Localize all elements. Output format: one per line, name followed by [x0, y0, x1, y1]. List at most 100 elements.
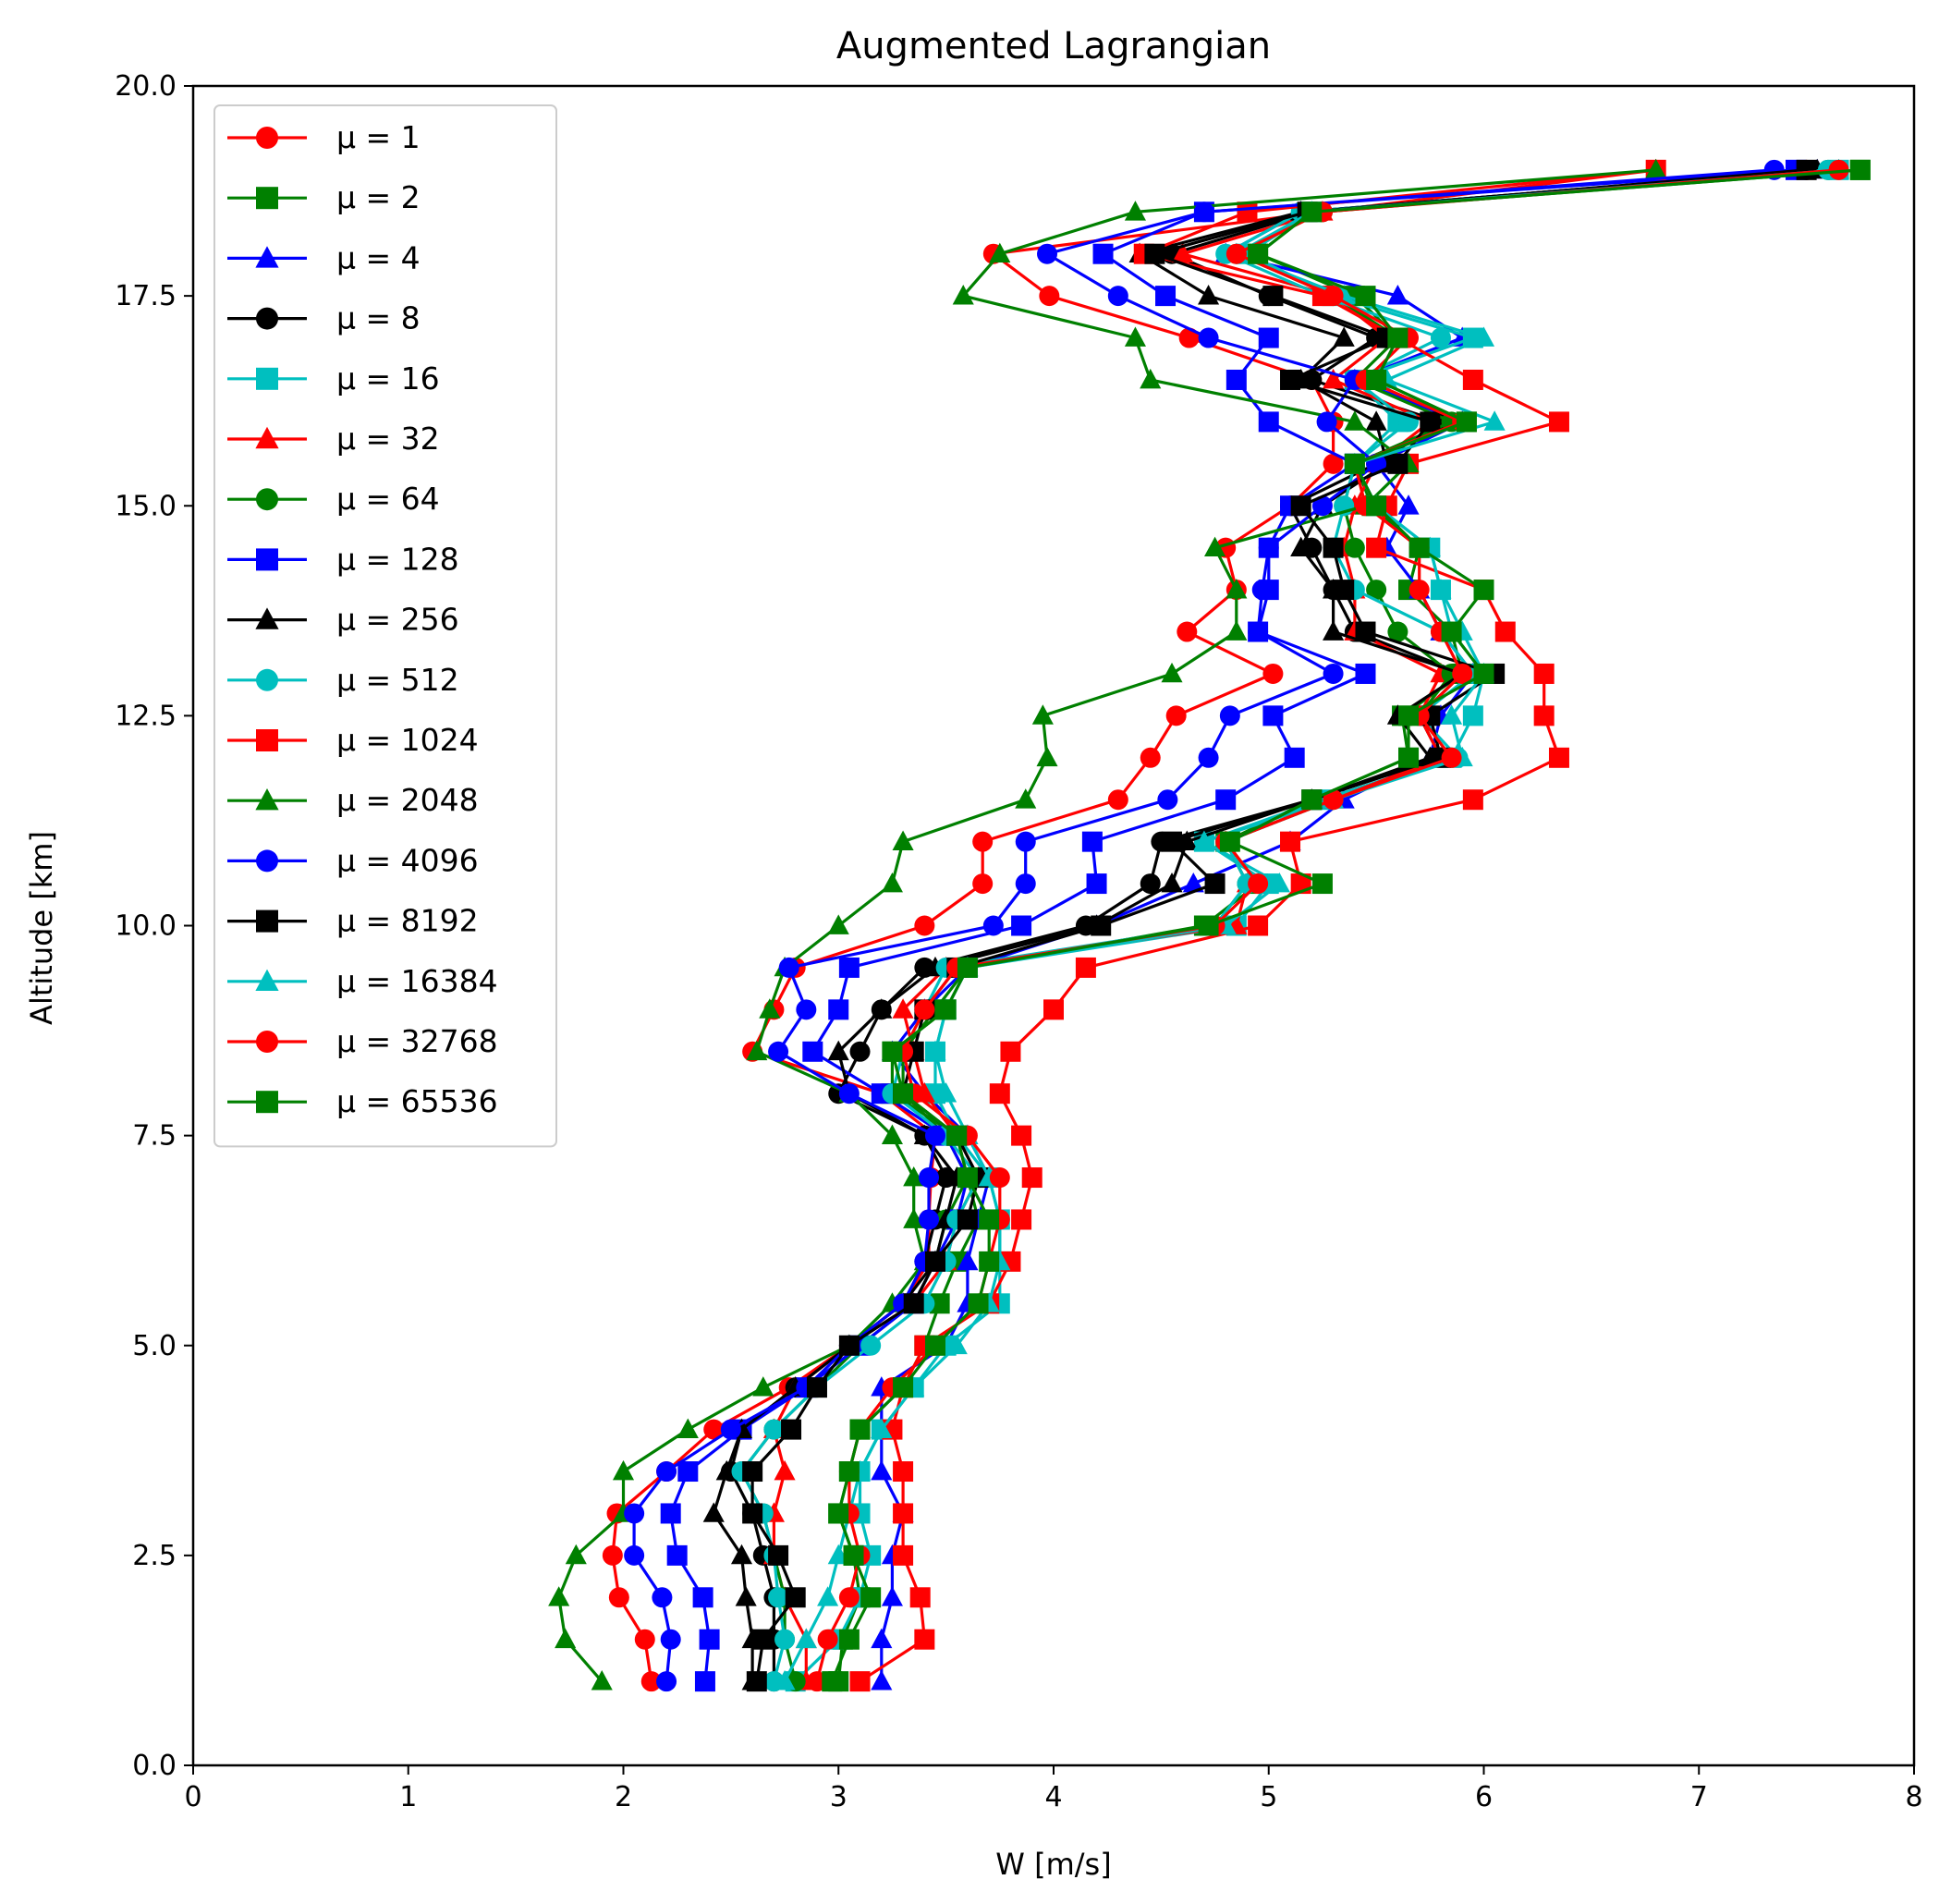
data-point: [1021, 1167, 1043, 1189]
data-point: [1204, 873, 1225, 895]
data-point: [1462, 705, 1483, 726]
legend-marker: [256, 367, 278, 390]
data-point: [1548, 747, 1569, 768]
data-point: [1037, 243, 1058, 264]
data-point: [882, 1041, 903, 1062]
legend-label: μ = 8192: [336, 903, 479, 939]
data-point: [1258, 327, 1279, 348]
data-point: [982, 915, 1004, 936]
data-point: [860, 1587, 882, 1608]
legend-label: μ = 2: [336, 179, 421, 215]
data-point: [1107, 286, 1128, 307]
data-point: [1344, 410, 1366, 431]
data-point: [1248, 621, 1269, 642]
data-point: [1366, 495, 1387, 517]
data-point: [1161, 662, 1183, 683]
data-point: [1366, 369, 1387, 390]
data-point: [972, 831, 994, 852]
data-point: [871, 1628, 893, 1649]
data-point: [806, 1377, 827, 1398]
legend-marker: [255, 969, 279, 991]
legend: μ = 1 μ = 2 μ = 4 μ = 8 μ = 16 μ = 32 μ = 64 μ …: [213, 104, 557, 1148]
data-point: [952, 285, 974, 305]
legend-item: μ = 32768: [227, 1023, 498, 1059]
data-point: [1204, 536, 1226, 557]
data-point: [1456, 411, 1477, 433]
legend-marker: [255, 426, 279, 449]
data-point: [1039, 286, 1060, 307]
data-point: [838, 1083, 860, 1105]
series-16: [822, 159, 1871, 1692]
legend-item: μ = 2048: [227, 782, 479, 818]
data-point: [652, 1587, 673, 1608]
data-point: [1015, 873, 1036, 895]
legend-label: μ = 16384: [336, 963, 498, 999]
data-point: [1225, 579, 1248, 599]
legend-label: μ = 4096: [336, 842, 479, 878]
data-point: [1262, 705, 1284, 726]
data-point: [703, 1419, 725, 1440]
data-point: [746, 1040, 768, 1061]
data-point: [1284, 747, 1305, 768]
data-point: [979, 1251, 1000, 1272]
x-tick-label: 5: [1260, 1781, 1277, 1813]
data-point: [892, 998, 914, 1019]
data-point: [1796, 159, 1817, 180]
data-point: [893, 1544, 914, 1566]
legend-item: μ = 8: [227, 300, 421, 336]
y-tick-label: 12.5: [115, 700, 177, 732]
data-point: [1387, 621, 1408, 642]
data-point: [929, 1293, 950, 1314]
y-tick-label: 0.0: [132, 1750, 177, 1782]
data-point: [871, 998, 893, 1019]
legend-marker: [255, 788, 279, 811]
data-point: [1441, 747, 1462, 768]
data-point: [768, 1587, 789, 1608]
data-point: [822, 1671, 843, 1692]
data-point: [1140, 873, 1161, 895]
data-point: [1473, 663, 1494, 684]
data-point: [1344, 537, 1365, 558]
data-point: [1198, 327, 1219, 348]
data-point: [656, 1671, 677, 1692]
data-point: [1248, 243, 1269, 264]
data-point: [924, 1335, 945, 1356]
data-point: [763, 1419, 785, 1440]
data-point: [1849, 159, 1871, 180]
data-point: [1258, 411, 1279, 433]
legend-item: μ = 128: [227, 541, 459, 577]
data-point: [893, 1461, 914, 1483]
data-point: [1452, 663, 1473, 684]
legend-marker: [256, 1091, 278, 1114]
legend-marker: [256, 548, 278, 571]
data-point: [1386, 285, 1408, 305]
plot-area: [548, 158, 1871, 1692]
data-point: [827, 1040, 849, 1061]
legend-marker: [256, 488, 278, 511]
x-tick-label: 0: [184, 1781, 201, 1813]
data-point: [1140, 368, 1162, 389]
data-point: [893, 1503, 914, 1524]
legend-item: μ = 2: [227, 179, 421, 215]
data-point: [1334, 580, 1355, 601]
data-point: [1280, 831, 1301, 852]
data-point: [827, 914, 849, 934]
data-point: [624, 1503, 645, 1524]
data-point: [1198, 915, 1219, 936]
data-point: [1091, 915, 1112, 936]
data-point: [893, 1083, 914, 1105]
data-point: [1323, 620, 1345, 641]
data-point: [968, 1293, 989, 1314]
data-point: [1355, 621, 1376, 642]
data-point: [1473, 580, 1494, 601]
data-point: [935, 999, 957, 1020]
data-point: [1494, 621, 1516, 642]
x-tick-label: 6: [1475, 1781, 1493, 1813]
chart-title: Augmented Lagrangian: [836, 25, 1271, 67]
legend-label: μ = 128: [336, 541, 459, 577]
data-point: [555, 1628, 577, 1649]
data-point: [1219, 705, 1240, 726]
legend-marker: [256, 668, 278, 691]
data-point: [919, 1209, 940, 1230]
